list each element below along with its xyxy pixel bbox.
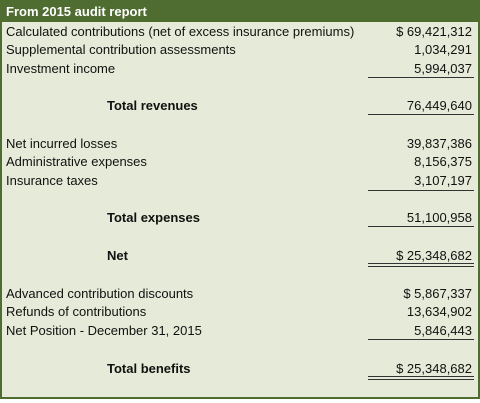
row-value: 39,837,386 (406, 136, 472, 151)
row-label: Insurance taxes (6, 173, 98, 188)
row-label: Net Position - December 31, 2015 (6, 323, 202, 338)
row-label: Calculated contributions (net of excess … (6, 24, 355, 39)
row-label: Supplemental contribution assessments (6, 42, 236, 57)
double-rule (368, 263, 474, 267)
row-label: Investment income (6, 61, 116, 76)
row-label: Net incurred losses (6, 136, 118, 151)
row-value: 51,100,958 (406, 210, 472, 225)
row-value: 1,034,291 (414, 42, 472, 57)
row-value: $ 5,867,337 (403, 286, 472, 301)
row-label: Advanced contribution discounts (6, 286, 194, 301)
row-label: Net (107, 248, 128, 263)
row-value: 76,449,640 (406, 98, 472, 113)
row-value: 3,107,197 (414, 173, 472, 188)
row-label: Administrative expenses (6, 154, 147, 169)
row-value: 5,846,443 (414, 323, 472, 338)
rule (368, 339, 474, 340)
row-value: $ 69,421,312 (396, 24, 472, 39)
row-label: Refunds of contributions (6, 304, 147, 319)
double-rule (368, 376, 474, 380)
rule (368, 114, 474, 115)
row-label: Total benefits (107, 361, 191, 376)
row-label: Total expenses (107, 210, 200, 225)
row-value: 8,156,375 (414, 154, 472, 169)
row-value: 13,634,902 (406, 304, 472, 319)
rule (368, 190, 474, 191)
row-value: $ 25,348,682 (396, 361, 472, 376)
header-title: From 2015 audit report (2, 2, 478, 22)
row-value: $ 25,348,682 (396, 248, 472, 263)
rule (368, 226, 474, 227)
row-label: Total revenues (107, 98, 198, 113)
rule (368, 77, 474, 78)
row-value: 5,994,037 (414, 61, 472, 76)
